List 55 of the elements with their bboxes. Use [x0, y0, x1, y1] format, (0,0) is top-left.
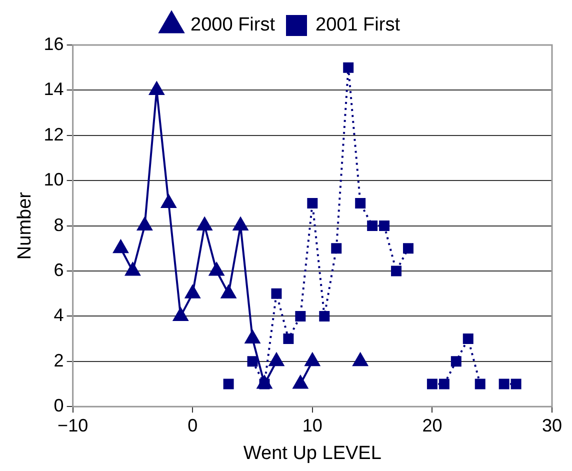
point [498, 378, 510, 390]
point [161, 194, 176, 208]
point [391, 266, 402, 276]
y-tick-label: 14 [44, 79, 64, 100]
point [233, 217, 248, 231]
x-tick-label: 10 [302, 415, 322, 436]
y-tick-label: 0 [54, 396, 64, 416]
point [271, 288, 282, 299]
point [247, 356, 258, 367]
y-tick-label: 8 [54, 214, 64, 235]
x-axis-title: Went Up LEVEL [243, 442, 382, 464]
y-tick-label: 2 [54, 350, 64, 370]
point [295, 310, 306, 322]
y-tick-label: 16 [44, 34, 64, 54]
y-tick-label: 4 [54, 305, 64, 326]
point [185, 285, 200, 298]
legend-label: 2001 First [316, 14, 401, 36]
point [307, 198, 318, 208]
x-tick-label: 30 [542, 415, 562, 436]
point [137, 217, 152, 231]
point [125, 262, 140, 276]
point [474, 378, 486, 390]
point [403, 243, 414, 254]
point [223, 378, 234, 390]
point [268, 352, 284, 366]
point [438, 378, 450, 390]
point [283, 334, 294, 344]
point [331, 243, 342, 254]
point [221, 285, 236, 298]
point [379, 220, 390, 232]
point [197, 217, 212, 231]
point [304, 352, 320, 366]
point [245, 330, 260, 344]
point [355, 198, 366, 208]
point [343, 62, 354, 73]
point [149, 82, 164, 95]
point [510, 378, 522, 390]
x-tick-label: −10 [58, 415, 88, 436]
point [209, 262, 224, 276]
point [292, 376, 308, 389]
x-tick-label: 20 [422, 415, 442, 436]
point [450, 356, 462, 367]
x-tick-label: 0 [188, 415, 198, 436]
point [426, 378, 438, 390]
legend-label: 2000 First [190, 14, 276, 36]
y-tick-label: 6 [54, 260, 64, 280]
point [352, 352, 368, 366]
y-tick-label: 10 [44, 170, 64, 190]
y-tick-label: 12 [44, 124, 64, 144]
y-axis-title: Number [14, 191, 36, 260]
point [367, 220, 378, 232]
point [462, 334, 474, 344]
point [113, 240, 128, 254]
point [173, 308, 188, 321]
point [319, 310, 330, 322]
